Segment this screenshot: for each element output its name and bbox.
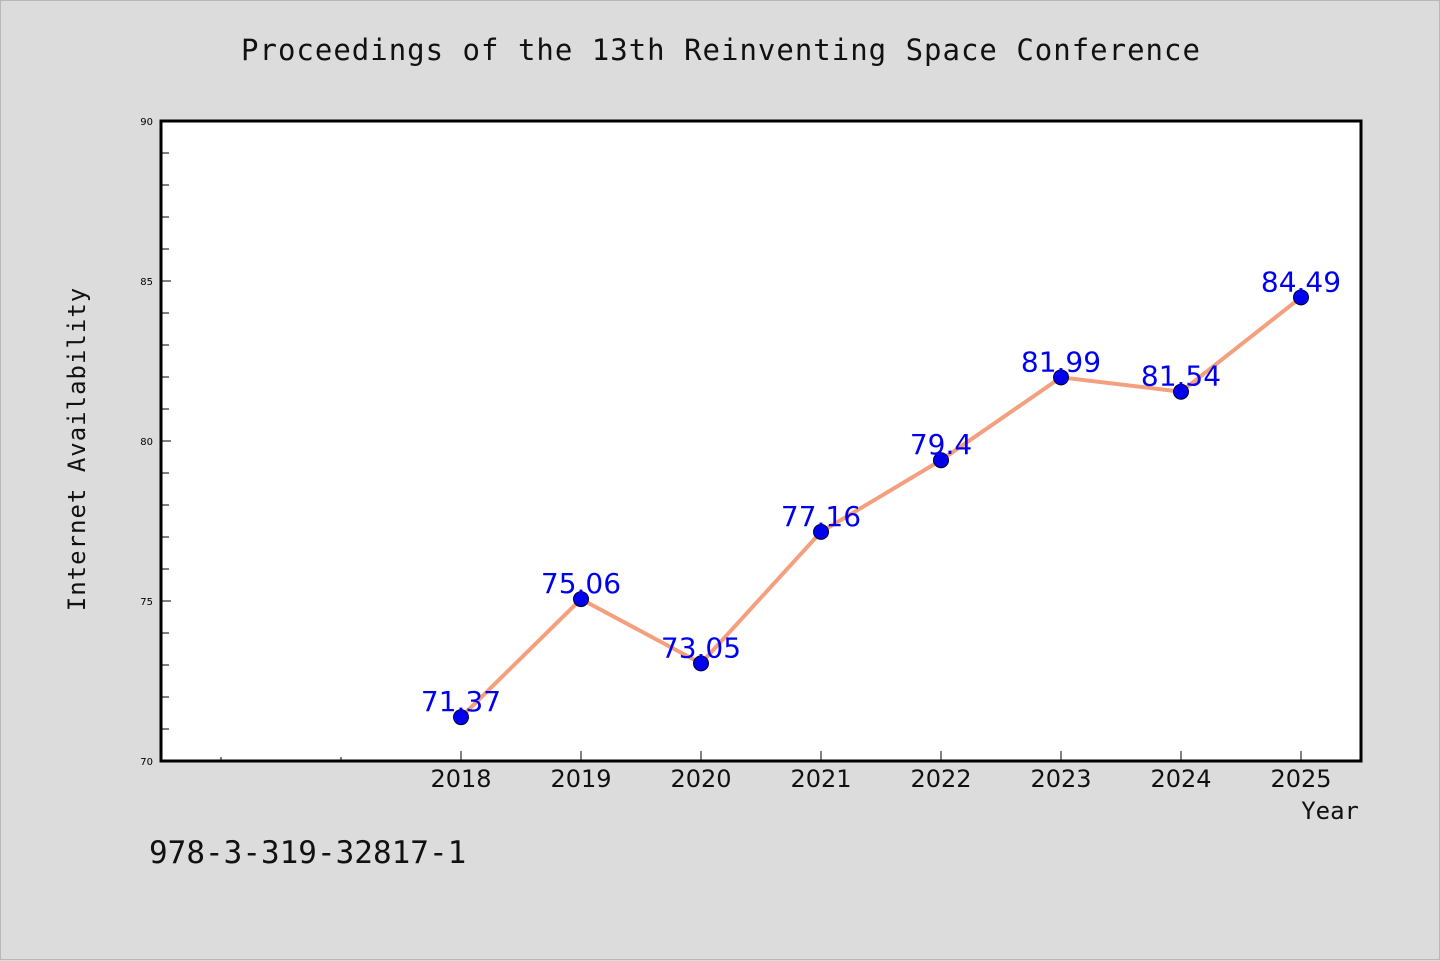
data-label: 75.06 (541, 567, 621, 600)
data-label: 81.54 (1141, 360, 1221, 393)
data-label: 71.37 (421, 685, 501, 718)
data-point (573, 591, 589, 608)
x-tick-label: 2018 (430, 765, 491, 793)
data-label: 73.05 (661, 631, 741, 664)
chart-title: Proceedings of the 13th Reinventing Spac… (241, 33, 1201, 67)
x-tick-label: 2021 (790, 765, 851, 793)
y-tick-label: 75 (140, 597, 153, 608)
x-tick-label: 2025 (1270, 765, 1331, 793)
series-line (459, 295, 1303, 719)
data-label: 79.4 (910, 428, 972, 461)
x-axis-label: Year (1301, 797, 1359, 825)
data-point (1173, 383, 1189, 400)
plot-area (159, 119, 1363, 763)
data-point (1053, 369, 1069, 386)
y-tick-label: 85 (140, 277, 153, 288)
data-label: 81.99 (1021, 345, 1101, 378)
y-tick-label: 90 (140, 117, 153, 128)
data-point (933, 452, 949, 469)
data-points (453, 289, 1309, 726)
y-tick-label: 80 (140, 437, 153, 448)
data-labels: 71.37 75.06 73.05 77.16 79.4 81.99 81.54 84.49 (421, 265, 1341, 718)
data-point (813, 523, 829, 540)
x-tick-label: 2020 (670, 765, 731, 793)
x-tick-label: 2024 (1150, 765, 1211, 793)
x-axis: 2018 2019 2020 2021 2022 2023 2024 2025 (220, 751, 1332, 793)
y-tick-label: 70 (140, 757, 153, 768)
y-axis: 70 75 80 85 90 (140, 117, 171, 768)
isbn-footer: 978-3-319-32817-1 (149, 835, 467, 871)
data-point (1293, 289, 1309, 306)
data-point (453, 709, 469, 726)
x-tick-label: 2019 (550, 765, 611, 793)
data-label: 77.16 (781, 500, 861, 533)
data-point (693, 655, 709, 672)
x-tick-label: 2022 (910, 765, 971, 793)
data-label: 84.49 (1261, 265, 1341, 298)
x-tick-label: 2023 (1030, 765, 1091, 793)
